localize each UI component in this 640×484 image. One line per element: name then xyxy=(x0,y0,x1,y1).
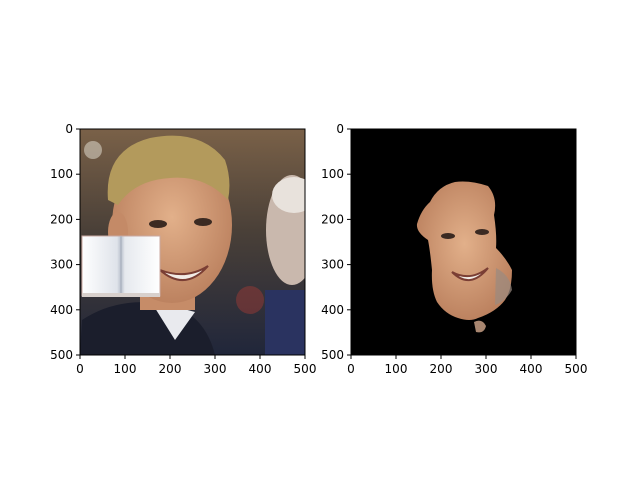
right-xtick-label: 500 xyxy=(565,362,588,376)
right-xtick-label: 400 xyxy=(520,362,543,376)
right-axes-frame xyxy=(350,128,577,356)
left-ytick-label: 400 xyxy=(50,303,73,317)
right-ytick-label: 300 xyxy=(321,258,344,272)
right-xtick-label: 200 xyxy=(430,362,453,376)
right-ytick-label: 0 xyxy=(336,122,344,136)
left-xtick-label: 500 xyxy=(294,362,317,376)
left-ytick-label: 500 xyxy=(50,348,73,362)
left-axes-frame xyxy=(79,128,306,356)
left-xtick-label: 300 xyxy=(204,362,227,376)
left-xtick-label: 400 xyxy=(249,362,272,376)
right-image xyxy=(351,129,576,355)
left-xtick-label: 200 xyxy=(159,362,182,376)
occluder-book xyxy=(81,235,161,297)
right-ytick-label: 400 xyxy=(321,303,344,317)
left-image xyxy=(80,129,305,355)
left-xtick-label: 100 xyxy=(114,362,137,376)
right-ytick-label: 200 xyxy=(321,212,344,226)
right-ytick-label: 500 xyxy=(321,348,344,362)
left-ytick-label: 300 xyxy=(50,258,73,272)
right-xtick-label: 0 xyxy=(347,362,355,376)
right-ytick-label: 100 xyxy=(321,167,344,181)
right-xtick-label: 300 xyxy=(475,362,498,376)
left-ytick-label: 200 xyxy=(50,212,73,226)
right-xtick-label: 100 xyxy=(385,362,408,376)
left-ytick-label: 0 xyxy=(65,122,73,136)
left-xtick-label: 0 xyxy=(76,362,84,376)
left-ytick-label: 100 xyxy=(50,167,73,181)
